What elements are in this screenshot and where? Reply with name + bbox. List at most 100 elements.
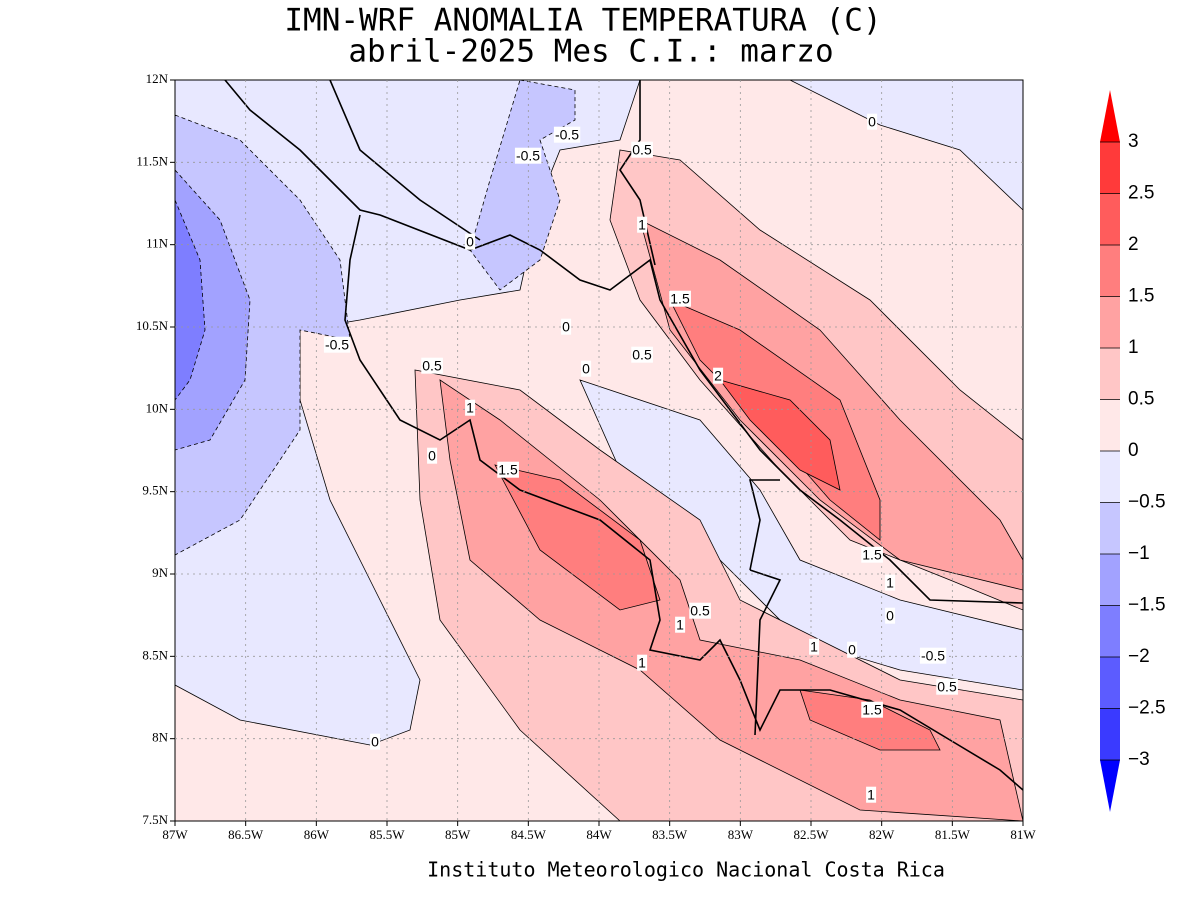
field-pos-1-5 bbox=[494, 464, 661, 611]
contour-label-bg bbox=[465, 399, 476, 416]
contour-label: 1 bbox=[466, 400, 474, 416]
contour-label-bg bbox=[514, 147, 542, 164]
colorbar-segment bbox=[1100, 142, 1120, 194]
contour-label-bg bbox=[919, 647, 947, 664]
lat-tick-label: 9N bbox=[152, 565, 169, 580]
lon-tick-label: 82.5W bbox=[793, 827, 829, 842]
colorbar-label: 1.5 bbox=[1128, 286, 1154, 307]
contour-label: 0 bbox=[466, 234, 474, 250]
contour-label-bg bbox=[631, 141, 653, 158]
contour-label-bg bbox=[936, 678, 958, 695]
contour-label-bg bbox=[581, 360, 592, 377]
colorbar-label: −1 bbox=[1128, 543, 1150, 564]
lon-tick-label: 83.5W bbox=[652, 827, 688, 842]
colorbar-top-triangle bbox=[1100, 90, 1120, 142]
colorbar-bottom-triangle bbox=[1100, 760, 1120, 812]
lon-tick-label: 86.5W bbox=[228, 827, 264, 842]
contour-label: 1.5 bbox=[498, 462, 518, 478]
contour-label: 1 bbox=[638, 655, 646, 671]
lat-tick-label: 11.5N bbox=[136, 153, 168, 168]
contour-label-bg bbox=[323, 336, 351, 353]
contour-label-bg bbox=[561, 318, 572, 335]
contour-label: -0.5 bbox=[516, 148, 540, 164]
colorbar-label: 1 bbox=[1128, 337, 1139, 358]
colorbar-segment bbox=[1100, 708, 1120, 761]
colorbar-label: 0.5 bbox=[1128, 389, 1154, 410]
colorbar-segment bbox=[1100, 451, 1120, 503]
contour-label: 1 bbox=[676, 617, 684, 633]
contour-label: 0 bbox=[371, 734, 379, 750]
contour-label-bg bbox=[847, 641, 858, 658]
contour-label: 1.5 bbox=[670, 291, 690, 307]
contour-label: 1.5 bbox=[862, 547, 882, 563]
contour-label: -0.5 bbox=[325, 337, 349, 353]
contour-label: 0 bbox=[848, 642, 856, 658]
contour-label: 0 bbox=[562, 319, 570, 335]
footer: Instituto Meteorologico Nacional Costa R… bbox=[427, 858, 945, 882]
contour-label: 0 bbox=[582, 361, 590, 377]
field-pos-1-5 bbox=[799, 689, 941, 751]
contour-label: 0 bbox=[428, 448, 436, 464]
contour-label: 0.5 bbox=[937, 679, 957, 695]
contour-label-bg bbox=[689, 602, 711, 619]
contour-label: -0.5 bbox=[921, 648, 945, 664]
contour-label: -0.5 bbox=[555, 127, 579, 143]
lon-tick-label: 84W bbox=[586, 827, 612, 842]
colorbar-segment bbox=[1100, 399, 1120, 452]
contour-label-bg bbox=[497, 461, 519, 478]
lat-tick-label: 8N bbox=[152, 730, 169, 745]
contour-label-bg bbox=[885, 607, 896, 624]
colorbar-segment bbox=[1100, 348, 1120, 400]
contour-label-bg bbox=[675, 616, 686, 633]
colorbar-label: 0 bbox=[1128, 440, 1139, 461]
contour-label: 1 bbox=[886, 575, 894, 591]
contour-label-bg bbox=[867, 113, 878, 130]
colorbar-label: −1.5 bbox=[1128, 595, 1166, 616]
anomaly-field bbox=[175, 80, 1023, 821]
colorbar-label: 3 bbox=[1128, 131, 1139, 152]
contour-label-bg bbox=[421, 357, 443, 374]
lat-tick-label: 9.5N bbox=[142, 483, 168, 498]
lat-tick-label: 10N bbox=[146, 400, 169, 415]
lat-tick-label: 8.5N bbox=[142, 647, 168, 662]
colorbar-segment bbox=[1100, 554, 1120, 606]
lon-tick-label: 85.5W bbox=[369, 827, 405, 842]
contour-label: 0.5 bbox=[632, 142, 652, 158]
colorbar-label: −0.5 bbox=[1128, 492, 1166, 513]
contour-label-bg bbox=[637, 654, 648, 671]
contour-label: 1.5 bbox=[862, 702, 882, 718]
colorbar-segment bbox=[1100, 502, 1120, 555]
lon-tick-label: 83W bbox=[728, 827, 754, 842]
colorbar-label: −2.5 bbox=[1128, 698, 1166, 719]
contour-label: 1 bbox=[638, 217, 646, 233]
contour-label-bg bbox=[861, 701, 883, 718]
contour-label: 0.5 bbox=[422, 358, 442, 374]
lon-tick-label: 82W bbox=[869, 827, 895, 842]
coastline bbox=[224, 80, 1023, 791]
contour-label-bg bbox=[669, 290, 691, 307]
lat-tick-label: 12N bbox=[146, 71, 169, 86]
colorbar-segment bbox=[1100, 245, 1120, 297]
title-line-2: abril-2025 Mes C.I.: marzo bbox=[348, 34, 833, 70]
colorbar-label: −3 bbox=[1128, 749, 1150, 770]
lon-tick-label: 85W bbox=[445, 827, 471, 842]
lat-tick-label: 10.5N bbox=[136, 318, 169, 333]
contour-label-bg bbox=[885, 574, 896, 591]
colorbar-segment bbox=[1100, 296, 1120, 349]
contour-label-bg bbox=[861, 546, 883, 563]
lon-tick-label: 81W bbox=[1010, 827, 1036, 842]
contour-label-bg bbox=[465, 233, 476, 250]
lat-tick-label: 7.5N bbox=[142, 812, 168, 827]
colorbar-segment bbox=[1100, 657, 1120, 709]
field-neg-0-5 bbox=[789, 80, 1023, 211]
contour-label-bg bbox=[370, 733, 381, 750]
contour-label: 1 bbox=[867, 787, 875, 803]
contour-label: 2 bbox=[714, 368, 722, 384]
contour-label: 0 bbox=[886, 608, 894, 624]
field-neg-1-5 bbox=[175, 169, 251, 451]
contour-label-bg bbox=[631, 346, 653, 363]
contour-label-bg bbox=[637, 216, 648, 233]
lon-tick-label: 86W bbox=[304, 827, 330, 842]
contour-label: 0 bbox=[868, 114, 876, 130]
